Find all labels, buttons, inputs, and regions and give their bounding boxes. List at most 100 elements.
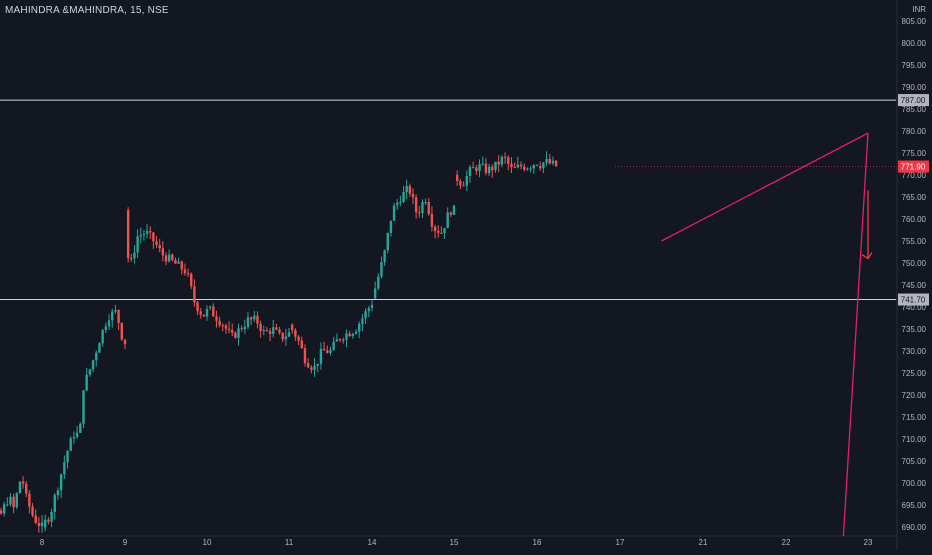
candle-down xyxy=(37,522,41,527)
candle-up xyxy=(335,339,339,342)
y-tick-label: 730.00 xyxy=(902,347,927,356)
candle-down xyxy=(174,259,177,264)
projection-arrow-head xyxy=(861,252,873,260)
candle-down xyxy=(12,496,15,508)
candle-down xyxy=(462,185,465,187)
candle-down xyxy=(126,210,130,259)
candle-down xyxy=(268,331,272,334)
candle-down xyxy=(218,320,221,326)
candle-up xyxy=(142,233,146,236)
candle-down xyxy=(34,515,37,523)
candle-down xyxy=(120,322,124,340)
y-tick-label: 790.00 xyxy=(902,83,927,92)
candle-up xyxy=(82,390,85,424)
candle-down xyxy=(459,180,462,186)
candle-up xyxy=(452,205,456,215)
candle-down xyxy=(123,339,127,345)
candle-up xyxy=(383,250,386,263)
candle-up xyxy=(354,331,358,334)
candle-down xyxy=(322,348,326,351)
y-tick-label: 720.00 xyxy=(902,391,927,400)
candle-down xyxy=(497,161,500,165)
candle-up xyxy=(446,212,449,229)
candle-down xyxy=(418,212,421,214)
candle-down xyxy=(342,339,345,341)
candle-up xyxy=(237,328,240,338)
candle-up xyxy=(405,185,408,192)
candle-up xyxy=(91,360,95,370)
candle-down xyxy=(149,231,152,233)
trendline-upper[interactable] xyxy=(661,132,869,242)
candle-up xyxy=(468,167,472,177)
candle-down xyxy=(430,213,434,227)
x-tick-label: 14 xyxy=(368,538,377,547)
candle-up xyxy=(287,332,291,337)
candle-down xyxy=(491,166,494,171)
candle-up xyxy=(319,348,323,364)
candle-down xyxy=(47,519,50,522)
candle-down xyxy=(231,330,234,333)
candle-up xyxy=(104,326,108,330)
level-price-tag xyxy=(898,94,929,107)
candle-down xyxy=(523,166,526,170)
candle-down xyxy=(256,315,259,324)
candle-down xyxy=(519,164,523,167)
candle-up xyxy=(66,450,69,463)
candle-down xyxy=(303,348,307,364)
candle-down xyxy=(297,336,300,341)
candle-down xyxy=(158,245,161,249)
candle-up xyxy=(272,327,275,334)
candle-up xyxy=(79,423,82,433)
candle-up xyxy=(367,308,371,312)
candle-up xyxy=(107,320,111,327)
candle-up xyxy=(69,438,72,451)
candle-up xyxy=(284,336,288,340)
y-tick-label: 795.00 xyxy=(902,61,927,70)
candle-down xyxy=(510,163,513,168)
candle-down xyxy=(507,157,510,164)
candle-up xyxy=(243,326,247,330)
symbol-title: MAHINDRA &MAHINDRA, 15, NSE xyxy=(5,5,169,16)
candle-down xyxy=(338,339,342,341)
candle-up xyxy=(370,304,374,309)
candle-down xyxy=(28,493,31,507)
y-tick-label: 770.00 xyxy=(902,171,927,180)
y-tick-label: 745.00 xyxy=(902,281,927,290)
candle-up xyxy=(111,311,114,321)
candle-up xyxy=(392,205,396,221)
candle-up xyxy=(6,504,9,506)
candle-down xyxy=(513,167,516,169)
candle-up xyxy=(465,176,468,186)
candle-up xyxy=(364,311,367,319)
candle-up xyxy=(85,374,88,391)
candle-down xyxy=(300,340,303,349)
candle-down xyxy=(408,185,412,194)
candle-down xyxy=(471,167,475,169)
candle-down xyxy=(155,241,158,246)
candle-down xyxy=(171,254,174,260)
candle-up xyxy=(478,163,481,172)
candle-up xyxy=(500,156,504,165)
candle-down xyxy=(25,483,28,494)
candle-down xyxy=(199,311,202,315)
candle-up xyxy=(53,495,56,513)
x-tick-label: 21 xyxy=(699,538,708,547)
level-price-tag xyxy=(898,293,929,306)
candle-up xyxy=(361,318,364,324)
y-tick-label: 735.00 xyxy=(902,325,927,334)
level-price-label: 741.70 xyxy=(901,296,926,305)
candle-down xyxy=(183,269,187,274)
candle-down xyxy=(427,202,430,214)
trendline-lower[interactable] xyxy=(842,133,869,537)
y-tick-label: 800.00 xyxy=(902,39,927,48)
candle-up xyxy=(329,349,332,353)
candle-up xyxy=(167,254,171,262)
candle-down xyxy=(310,367,313,370)
x-tick-label: 17 xyxy=(616,538,625,547)
candle-up xyxy=(345,333,348,340)
candle-down xyxy=(21,481,25,484)
candle-up xyxy=(421,202,424,214)
candle-down xyxy=(348,333,351,337)
